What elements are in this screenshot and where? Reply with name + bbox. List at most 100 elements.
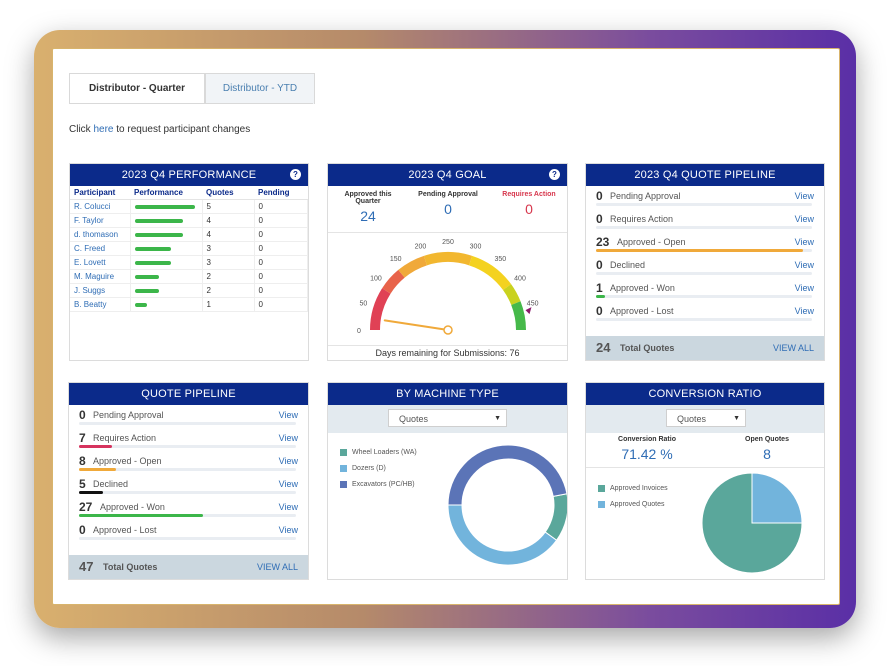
conversion-header: CONVERSION RATIO bbox=[586, 383, 824, 405]
view-link[interactable]: View bbox=[278, 479, 298, 489]
gauge-tick-label: 100 bbox=[370, 276, 382, 283]
performance-bar bbox=[134, 218, 183, 223]
participant-name[interactable]: B. Beatty bbox=[70, 297, 131, 312]
quotes-cell: 4 bbox=[202, 227, 255, 242]
action-value: 0 bbox=[525, 201, 533, 217]
donut-slice[interactable] bbox=[447, 504, 558, 566]
table-row: R. Colucci 5 0 bbox=[70, 199, 308, 214]
pipeline-view-all-link[interactable]: VIEW ALL bbox=[256, 562, 298, 572]
view-link[interactable]: View bbox=[794, 191, 814, 201]
pending-cell: 0 bbox=[254, 269, 308, 284]
performance-cell bbox=[130, 283, 203, 298]
view-link[interactable]: View bbox=[794, 260, 814, 270]
machine-type-title: BY MACHINE TYPE bbox=[396, 388, 499, 400]
gauge-band-segment bbox=[469, 255, 512, 291]
pending-cell: 0 bbox=[254, 297, 308, 312]
help-icon[interactable]: ? bbox=[290, 169, 301, 180]
pipeline-row: 5 Declined View bbox=[69, 474, 308, 497]
view-link[interactable]: View bbox=[278, 410, 298, 420]
pipeline-label: Approved - Lost bbox=[93, 525, 157, 535]
participant-name[interactable]: J. Suggs bbox=[70, 283, 131, 298]
view-link[interactable]: View bbox=[278, 502, 298, 512]
performance-bar bbox=[134, 274, 159, 279]
pipeline-label: Approved - Won bbox=[100, 502, 165, 512]
request-changes-link[interactable]: here bbox=[93, 124, 114, 135]
help-icon[interactable]: ? bbox=[549, 169, 560, 180]
view-link[interactable]: View bbox=[794, 306, 814, 316]
pipeline-count: 7 bbox=[79, 431, 86, 445]
participant-name[interactable]: F. Taylor bbox=[70, 213, 131, 228]
machine-type-selectbar: Quotes ▼ bbox=[328, 405, 567, 433]
legend-item: Wheel Loaders (WA) bbox=[340, 447, 417, 463]
performance-table: Participant Performance Quotes Pending R… bbox=[70, 186, 308, 312]
participant-name[interactable]: R. Colucci bbox=[70, 199, 131, 214]
tab-distributor-ytd[interactable]: Distributor - YTD bbox=[205, 73, 315, 104]
machine-type-legend: Wheel Loaders (WA) Dozers (D) Excavators… bbox=[340, 447, 417, 495]
table-row: M. Maguire 2 0 bbox=[70, 269, 308, 284]
quotes-cell: 1 bbox=[202, 297, 255, 312]
view-link[interactable]: View bbox=[794, 283, 814, 293]
performance-cell bbox=[130, 227, 203, 242]
view-link[interactable]: View bbox=[278, 456, 298, 466]
participant-name[interactable]: E. Lovett bbox=[70, 255, 131, 270]
machine-type-select[interactable]: Quotes ▼ bbox=[388, 409, 507, 427]
conversion-legend: Approved Invoices Approved Quotes bbox=[598, 483, 668, 515]
donut-slice[interactable] bbox=[544, 493, 567, 541]
gauge-tick-label: 250 bbox=[442, 239, 454, 246]
pipeline-row: 0 Pending Approval View bbox=[69, 405, 308, 428]
view-link[interactable]: View bbox=[794, 214, 814, 224]
q4-view-all-link[interactable]: VIEW ALL bbox=[772, 343, 814, 353]
performance-bar bbox=[134, 260, 171, 265]
days-remaining: Days remaining for Submissions: 76 bbox=[328, 345, 567, 360]
tab-distributor-quarter[interactable]: Distributor - Quarter bbox=[69, 73, 205, 104]
open-quotes-stat: Open Quotes 8 bbox=[722, 436, 812, 462]
pie-slice[interactable] bbox=[751, 472, 803, 524]
view-link[interactable]: View bbox=[278, 525, 298, 535]
legend-swatch bbox=[340, 481, 347, 488]
legend-item: Approved Invoices bbox=[598, 483, 668, 499]
gauge-tick-label: 0 bbox=[357, 328, 361, 335]
conversion-pie bbox=[701, 472, 803, 574]
performance-cell bbox=[130, 255, 203, 270]
performance-cell bbox=[130, 297, 203, 312]
pipeline-track bbox=[79, 491, 296, 494]
pipeline-label: Pending Approval bbox=[610, 191, 681, 201]
pipeline-title: QUOTE PIPELINE bbox=[141, 388, 236, 400]
legend-item: Dozers (D) bbox=[340, 463, 417, 479]
col-pending: Pending bbox=[254, 186, 308, 200]
legend-item: Excavators (PC/HB) bbox=[340, 479, 417, 495]
gauge-tick-label: 300 bbox=[470, 243, 482, 250]
conversion-title: CONVERSION RATIO bbox=[648, 388, 762, 400]
pipeline-track bbox=[596, 318, 812, 321]
performance-cell bbox=[130, 213, 203, 228]
participant-name[interactable]: d. thomason bbox=[70, 227, 131, 242]
pipeline-label: Pending Approval bbox=[93, 410, 164, 420]
conversion-selectbar: Quotes ▼ bbox=[586, 405, 824, 433]
gauge-band-segment bbox=[370, 288, 391, 330]
pipeline-footer: 47 Total Quotes VIEW ALL bbox=[69, 555, 308, 579]
pipeline-row: 8 Approved - Open View bbox=[69, 451, 308, 474]
gauge-band-segment bbox=[423, 252, 473, 266]
pie-slice[interactable] bbox=[701, 472, 803, 574]
view-link[interactable]: View bbox=[278, 433, 298, 443]
quotes-cell: 2 bbox=[202, 283, 255, 298]
machine-type-select-value: Quotes bbox=[399, 414, 429, 424]
view-link[interactable]: View bbox=[794, 237, 814, 247]
table-row: E. Lovett 3 0 bbox=[70, 255, 308, 270]
gauge-needle bbox=[383, 319, 449, 331]
pipeline-track bbox=[596, 203, 812, 206]
pipeline-label: Declined bbox=[93, 479, 129, 489]
table-row: J. Suggs 2 0 bbox=[70, 283, 308, 298]
participant-name[interactable]: M. Maguire bbox=[70, 269, 131, 284]
legend-item: Approved Quotes bbox=[598, 499, 668, 515]
legend-swatch bbox=[340, 449, 347, 456]
gauge-band-segment bbox=[382, 269, 405, 294]
gauge-tick-label: 50 bbox=[359, 300, 367, 307]
conversion-select[interactable]: Quotes ▼ bbox=[666, 409, 746, 427]
participant-name[interactable]: C. Freed bbox=[70, 241, 131, 256]
performance-bar bbox=[134, 232, 183, 237]
pipeline-list: 0 Pending Approval View 7 Requires Action Vie… bbox=[69, 405, 308, 543]
donut-slice[interactable] bbox=[447, 444, 567, 506]
pipeline-count: 0 bbox=[596, 189, 603, 203]
approved-value: 24 bbox=[360, 208, 376, 224]
